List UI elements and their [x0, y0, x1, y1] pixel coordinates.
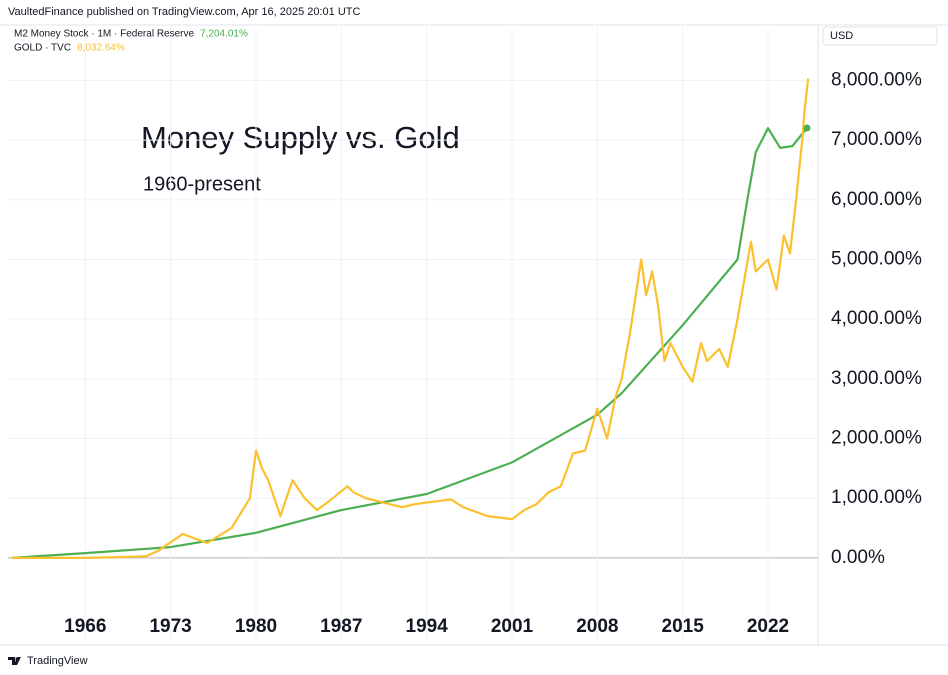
x-tick-label: 1980	[235, 616, 277, 637]
publisher: VaultedFinance published on TradingView.…	[8, 6, 360, 18]
x-tick-label: 2008	[576, 616, 618, 637]
y-tick-label: 5,000.00%	[831, 249, 922, 270]
y-tick-label: 4,000.00%	[831, 308, 922, 329]
y-tick-label: 0.00%	[831, 547, 885, 568]
chart-title: Money Supply vs. Gold	[141, 120, 460, 155]
y-tick-label: 1,000.00%	[831, 487, 922, 508]
legend-name: GOLD · TVC	[14, 43, 71, 54]
y-tick-label: 6,000.00%	[831, 189, 922, 210]
legend-name: M2 Money Stock · 1M · Federal Reserve	[14, 29, 194, 40]
x-tick-label: 2015	[662, 616, 705, 637]
y-tick-label: 3,000.00%	[831, 368, 922, 389]
legend-value: 8,032.64%	[77, 43, 125, 54]
y-tick-label: 8,000.00%	[831, 70, 922, 91]
x-tick-label: 1973	[149, 616, 191, 637]
series-line	[12, 127, 808, 559]
footer-brand: TradingView	[27, 655, 88, 667]
last-point	[803, 124, 811, 132]
x-tick-label: 2001	[491, 616, 534, 637]
y-tick-label: 2,000.00%	[831, 428, 922, 449]
chart-subtitle: 1960-present	[143, 173, 261, 195]
currency-box[interactable]	[822, 26, 938, 46]
series-line	[12, 78, 810, 559]
currency: USD	[830, 30, 853, 42]
x-tick-label: 2022	[747, 616, 789, 637]
legend-value: 7,204.01%	[200, 29, 248, 40]
x-tick-label: 1987	[320, 616, 362, 637]
x-tick-label: 1966	[64, 616, 106, 637]
footer-logo	[8, 657, 21, 665]
y-tick-label: 7,000.00%	[831, 129, 922, 150]
x-tick-label: 1994	[406, 616, 449, 637]
